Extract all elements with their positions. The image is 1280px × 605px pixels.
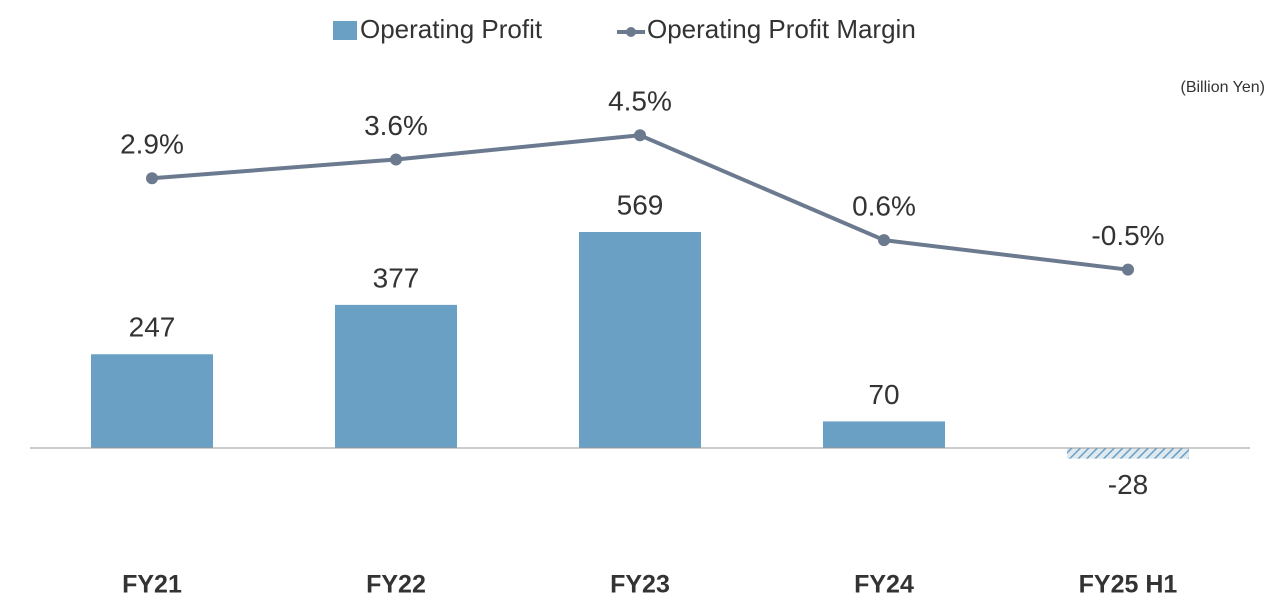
bar <box>1067 448 1189 459</box>
margin-point <box>1122 263 1134 276</box>
bar <box>91 354 213 449</box>
legend-swatch <box>333 21 357 40</box>
x-tick-label: FY21 <box>122 571 182 599</box>
margin-value-label: 2.9% <box>120 129 184 160</box>
margin-point <box>390 153 402 166</box>
x-tick-label: FY23 <box>610 571 670 599</box>
bar-value-label: -28 <box>1108 469 1148 500</box>
bar-value-label: 377 <box>373 262 420 293</box>
margin-value-label: -0.5% <box>1091 220 1164 251</box>
bar-value-label: 247 <box>129 312 176 343</box>
x-tick-label: FY24 <box>854 571 914 599</box>
unit-note: (Billion Yen) <box>1181 79 1266 96</box>
margin-point <box>634 129 646 142</box>
margin-value-label: 4.5% <box>608 86 672 117</box>
x-tick-label: FY25 H1 <box>1079 571 1178 599</box>
bar-value-label: 70 <box>868 379 899 410</box>
margin-point <box>146 172 158 185</box>
bar <box>823 421 945 449</box>
margin-point <box>878 234 890 247</box>
legend-label: Operating Profit <box>360 14 543 44</box>
bar <box>579 231 701 449</box>
bar-value-label: 569 <box>617 189 664 220</box>
margin-value-label: 0.6% <box>852 190 916 221</box>
margin-value-label: 3.6% <box>364 110 428 141</box>
legend-label: Operating Profit Margin <box>647 14 916 44</box>
x-tick-label: FY22 <box>366 571 426 599</box>
legend-swatch <box>626 27 636 37</box>
bar <box>335 304 457 449</box>
